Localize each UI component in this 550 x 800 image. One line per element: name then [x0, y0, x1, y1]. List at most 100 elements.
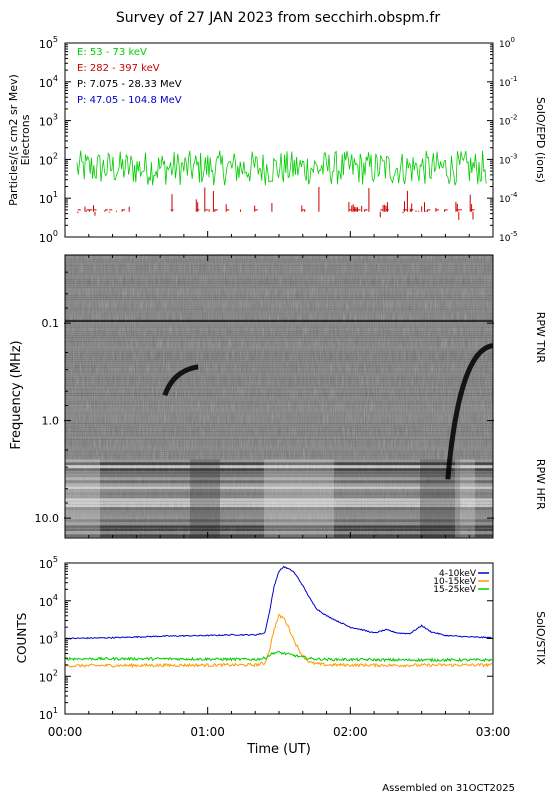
rpw-row: [65, 433, 493, 434]
rpw-row: [65, 323, 493, 324]
rpw-row: [65, 375, 493, 376]
rpw-row: [65, 413, 493, 414]
rpw-hfr-row: [65, 477, 493, 480]
rpw-bands: [65, 255, 493, 538]
rpw-bursts: [162, 343, 493, 480]
rpw-row: [65, 389, 493, 390]
rpw-hfr-row: [65, 465, 493, 468]
epd-rtick-label-3: 10-2: [499, 114, 517, 128]
rpw-row: [65, 383, 493, 384]
epd-series-group: [76, 150, 493, 220]
rpw-hfr-row: [65, 480, 493, 483]
rpw-row: [65, 349, 493, 350]
rpw-row: [65, 297, 493, 298]
rpw-row: [65, 385, 493, 386]
rpw-row: [65, 445, 493, 446]
rpw-row: [65, 287, 493, 288]
rpw-row: [65, 449, 493, 450]
rpw-row: [65, 365, 493, 366]
rpw-row: [65, 345, 493, 346]
rpw-ytick-label-2: 10.0: [35, 512, 60, 525]
rpw-row: [65, 381, 493, 382]
stix-series-10-15keV: [65, 613, 493, 669]
rpw-hfr-row: [65, 489, 493, 492]
rpw-row: [65, 271, 493, 272]
rpw-row: [65, 341, 493, 342]
rpw-column: [190, 459, 220, 538]
rpw-row: [65, 305, 493, 306]
rpw-row: [65, 399, 493, 400]
rpw-hfr-row: [65, 498, 493, 501]
epd-series-e282-397: [77, 186, 493, 220]
rpw-tnr-label: RPW TNR: [534, 312, 547, 364]
stix-ytick-label-0: 101: [39, 706, 58, 722]
epd-legend-item-4: P: 47.05 - 104.8 MeV: [77, 95, 182, 106]
epd-left-axis: 100 101 102 103 104 105: [39, 35, 71, 245]
stix-ytick-label-1: 102: [39, 668, 58, 684]
rpw-row: [65, 401, 493, 402]
rpw-row: [65, 409, 493, 410]
epd-x-ticks: [64, 231, 494, 237]
rpw-row: [65, 415, 493, 416]
rpw-row: [65, 347, 493, 348]
epd-ylabel-electrons: Electrons: [19, 114, 32, 165]
epd-rtick-label-4: 10-1: [499, 75, 517, 89]
rpw-hfr-row: [65, 531, 493, 534]
rpw-hfr-row: [65, 492, 493, 495]
epd-legend-item-3: P: 7.075 - 28.33 MeV: [77, 79, 182, 90]
rpw-hfr-row: [65, 474, 493, 477]
rpw-row: [65, 337, 493, 338]
rpw-hfr-label: RPW HFR: [534, 459, 547, 510]
rpw-row: [65, 403, 493, 404]
stix-ytick-label-3: 104: [39, 593, 58, 609]
rpw-row: [65, 431, 493, 432]
rpw-row: [65, 425, 493, 426]
rpw-row: [65, 417, 493, 418]
rpw-row: [65, 407, 493, 408]
stix-series-4-10keV: [65, 565, 493, 640]
rpw-row: [65, 279, 493, 280]
rpw-row: [65, 267, 493, 268]
rpw-hfr-row: [65, 471, 493, 474]
epd-rtick-label-0: 10-5: [499, 230, 517, 244]
stix-axis: 101 102 103 104 105 00:00 01:00 02:00 03:00: [39, 555, 510, 739]
rpw-row: [65, 427, 493, 428]
stix-xtick-label-3: 03:00: [476, 725, 511, 739]
rpw-row: [65, 315, 493, 316]
rpw-row: [65, 259, 493, 260]
rpw-row: [65, 269, 493, 270]
rpw-hfr-row: [65, 486, 493, 489]
rpw-row: [65, 283, 493, 284]
rpw-row: [65, 451, 493, 452]
rpw-row: [65, 265, 493, 266]
rpw-row: [65, 329, 493, 330]
epd-rtick-label-2: 10-3: [499, 152, 517, 166]
rpw-row: [65, 289, 493, 290]
rpw-row: [65, 291, 493, 292]
rpw-ylabel: Frequency (MHz): [9, 340, 24, 449]
rpw-axis: 0.1 1.0 10.0: [35, 255, 494, 538]
rpw-hfr-row: [65, 513, 493, 516]
rpw-panel: 0.1 1.0 10.0 Frequency (MHz) RPW TNR RPW H…: [9, 254, 547, 539]
rpw-row: [65, 333, 493, 334]
epd-right-axis: 10-5 10-4 10-3 10-2 10-1 100: [487, 36, 518, 244]
rpw-hfr-row: [65, 510, 493, 513]
rpw-ytick-label-1: 1.0: [42, 415, 60, 428]
rpw-row: [65, 411, 493, 412]
rpw-row: [65, 421, 493, 422]
rpw-hfr-row: [65, 525, 493, 528]
epd-rtick-label-5: 100: [499, 36, 515, 50]
rpw-hfr-row: [65, 459, 493, 462]
rpw-row: [65, 355, 493, 356]
rpw-row: [65, 331, 493, 332]
rpw-row: [65, 263, 493, 264]
rpw-hfr-row: [65, 462, 493, 465]
rpw-column: [264, 459, 334, 538]
epd-ytick-label-4: 104: [39, 74, 58, 90]
rpw-row: [65, 311, 493, 312]
rpw-row: [65, 335, 493, 336]
rpw-hfr-row: [65, 522, 493, 525]
rpw-hfr-row: [65, 519, 493, 522]
rpw-row: [65, 301, 493, 302]
